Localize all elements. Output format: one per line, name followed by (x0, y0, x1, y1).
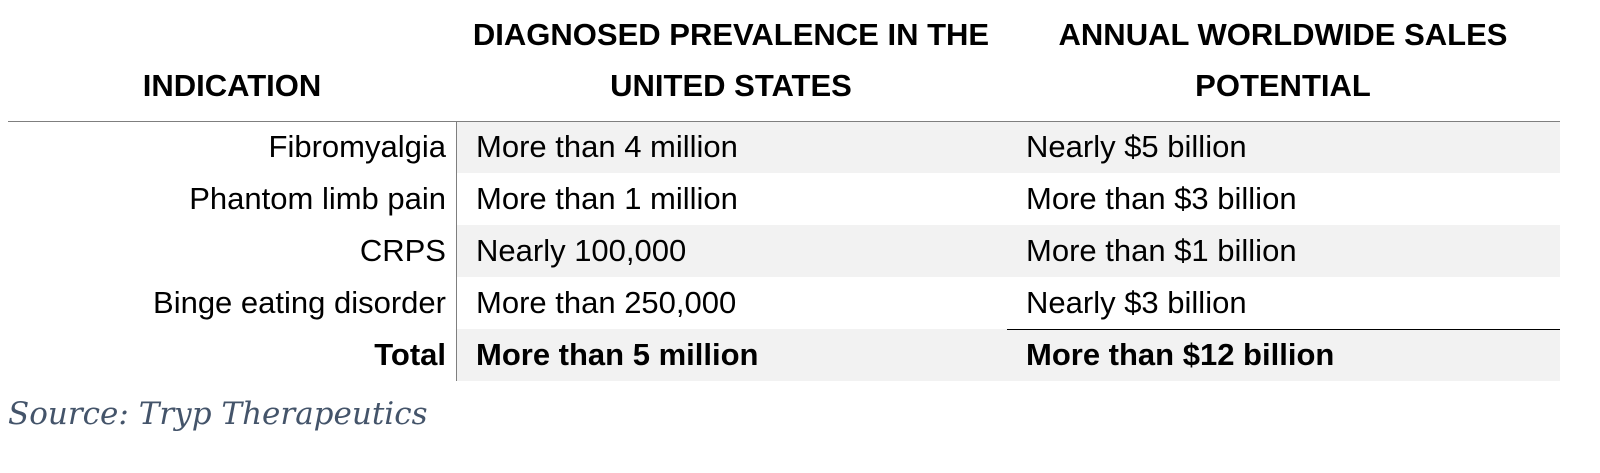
header-indication-label: INDICATION (142, 68, 322, 103)
cell-prevalence: Nearly 100,000 (457, 225, 1007, 277)
table-header: INDICATION DIAGNOSED PREVALENCE IN THE U… (8, 0, 1560, 122)
cell-total-sales: More than $12 billion (1007, 329, 1560, 381)
indications-table: INDICATION DIAGNOSED PREVALENCE IN THE U… (8, 0, 1560, 381)
cell-prevalence: More than 250,000 (476, 285, 737, 320)
cell-sales: Nearly $5 billion (1007, 122, 1560, 173)
cell-indication: CRPS (8, 225, 457, 277)
cell-sales: More than $1 billion (1007, 225, 1560, 277)
header-prevalence-line2: UNITED STATES (610, 68, 852, 103)
cell-sales: Nearly $3 billion (1026, 285, 1247, 320)
cell-total-indication: Total (8, 329, 457, 381)
table-row: Fibromyalgia More than 4 million Nearly … (8, 122, 1560, 173)
cell-indication: Binge eating disorder (8, 277, 457, 329)
table-row: CRPS Nearly 100,000 More than $1 billion (8, 225, 1560, 277)
cell-indication: Phantom limb pain (8, 173, 457, 225)
header-sales-line1: ANNUAL WORLDWIDE SALES (1058, 17, 1508, 52)
header-prevalence-line1: DIAGNOSED PREVALENCE IN THE (472, 17, 990, 52)
cell-sales: More than $3 billion (1026, 181, 1297, 216)
header-indication: INDICATION (8, 60, 456, 111)
cell-total-prevalence: More than 5 million (457, 329, 1007, 381)
header-sales: ANNUAL WORLDWIDE SALES POTENTIAL (1006, 9, 1560, 111)
source-note: Source: Tryp Therapeutics (8, 396, 428, 432)
table-row: Binge eating disorder More than 250,000 … (8, 277, 1560, 329)
table-row: Phantom limb pain More than 1 million Mo… (8, 173, 1560, 225)
table-total-row: Total More than 5 million More than $12 … (8, 329, 1560, 381)
header-sales-line2: POTENTIAL (1195, 68, 1371, 103)
cell-indication: Fibromyalgia (8, 122, 457, 173)
header-prevalence: DIAGNOSED PREVALENCE IN THE UNITED STATE… (456, 9, 1006, 111)
cell-prevalence: More than 4 million (457, 122, 1007, 173)
cell-prevalence: More than 1 million (476, 181, 738, 216)
